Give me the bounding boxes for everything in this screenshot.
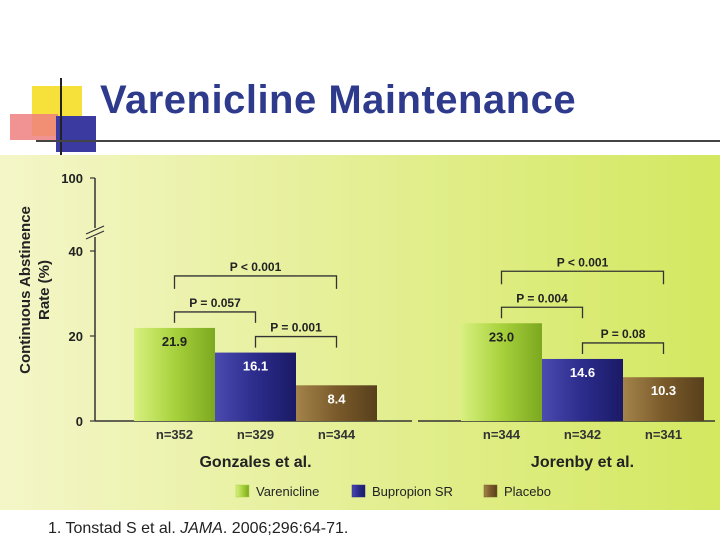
y-axis-label-line: Continuous Abstinence (17, 206, 34, 374)
significance-bracket (173, 311, 257, 323)
sample-size-label: n=342 (564, 427, 601, 442)
sample-size-label: n=329 (237, 427, 274, 442)
p-value-label: P = 0.08 (601, 327, 646, 341)
y-tick-label: 100 (61, 171, 83, 186)
bar-value-label: 21.9 (162, 334, 187, 349)
legend-label: Bupropion SR (372, 484, 453, 499)
bar-varenicline (461, 323, 542, 421)
legend-swatch (483, 484, 498, 498)
sample-size-label: n=352 (156, 427, 193, 442)
y-tick-label: 20 (69, 329, 83, 344)
bar-value-label: 16.1 (243, 359, 268, 374)
chart-background (0, 155, 720, 510)
p-value-label: P < 0.001 (230, 260, 282, 274)
legend-label: Placebo (504, 484, 551, 499)
axis-break-mark (85, 225, 105, 235)
reference-prefix: 1. Tonstad S et al. (48, 520, 181, 537)
y-tick-label: 40 (69, 244, 83, 259)
bar-placebo (296, 385, 377, 421)
significance-bracket (254, 335, 338, 348)
significance-bracket (173, 275, 338, 289)
legend-swatch (235, 484, 250, 498)
bar-bupropion-sr (215, 352, 296, 421)
group-label: Jorenby et al. (531, 454, 634, 471)
reference-citation: 1. Tonstad S et al. JAMA. 2006;296:64-71… (48, 520, 348, 538)
bar-placebo (623, 377, 704, 421)
significance-bracket (500, 306, 584, 319)
bar-varenicline (134, 327, 215, 421)
group-label: Gonzales et al. (199, 454, 311, 471)
y-axis-label-line: Rate (%) (36, 260, 53, 320)
decor-red-square (10, 114, 58, 140)
bar-bupropion-sr (542, 358, 623, 421)
reference-suffix: . 2006;296:64-71. (222, 520, 349, 537)
p-value-label: P = 0.057 (189, 296, 241, 310)
p-value-label: P = 0.001 (270, 321, 322, 335)
reference-journal: JAMA (180, 520, 223, 537)
p-value-label: P = 0.004 (516, 291, 568, 305)
bar-value-label: 23.0 (489, 329, 514, 344)
decor-blue-square (56, 116, 96, 152)
significance-bracket (500, 270, 665, 285)
decor-vertical-line (60, 78, 62, 158)
axis-break-mark (85, 230, 105, 240)
sample-size-label: n=344 (483, 427, 521, 442)
title-underline (36, 140, 720, 142)
sample-size-label: n=344 (318, 427, 356, 442)
y-axis-label: Continuous Abstinence Rate (%) (17, 206, 53, 374)
bar-value-label: 14.6 (570, 365, 595, 380)
p-value-label: P < 0.001 (557, 255, 609, 269)
sample-size-label: n=341 (645, 427, 682, 442)
page-title: Varenicline Maintenance (100, 78, 577, 122)
significance-bracket (581, 342, 665, 354)
chart: 0 20 40 100 Continuous Abstinence Rate (%) 21… (0, 155, 720, 510)
legend-label: Varenicline (256, 484, 319, 499)
legend-swatch (351, 484, 366, 498)
bar-value-label: 10.3 (651, 383, 676, 398)
y-tick-label: 0 (76, 414, 83, 429)
bar-value-label: 8.4 (327, 391, 346, 406)
